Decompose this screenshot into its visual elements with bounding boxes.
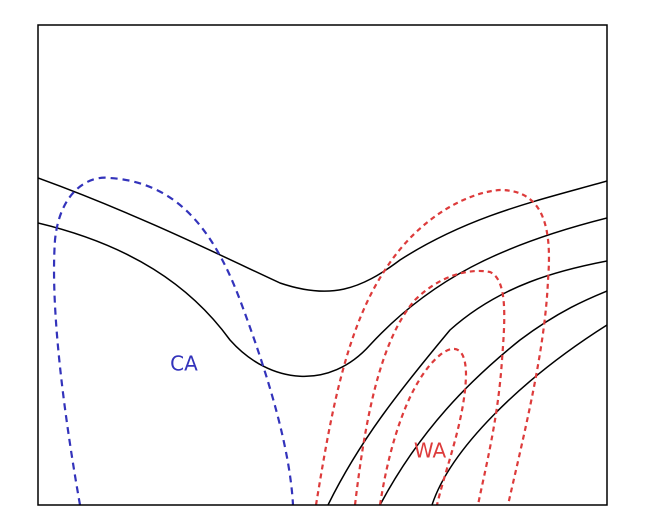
isoline — [38, 177, 607, 293]
isoline — [327, 260, 607, 505]
warm-advection-contour — [353, 269, 506, 505]
cold-label: CA — [170, 352, 198, 376]
cold-advection-contour — [52, 176, 295, 505]
isoline — [379, 290, 607, 505]
warm-advection-contour — [378, 347, 468, 505]
contours — [38, 176, 607, 505]
isoline — [38, 217, 607, 377]
isoline — [431, 324, 607, 505]
frame — [37, 24, 608, 506]
warm-label: WA — [414, 439, 447, 463]
warm-advection-contour — [314, 188, 551, 505]
